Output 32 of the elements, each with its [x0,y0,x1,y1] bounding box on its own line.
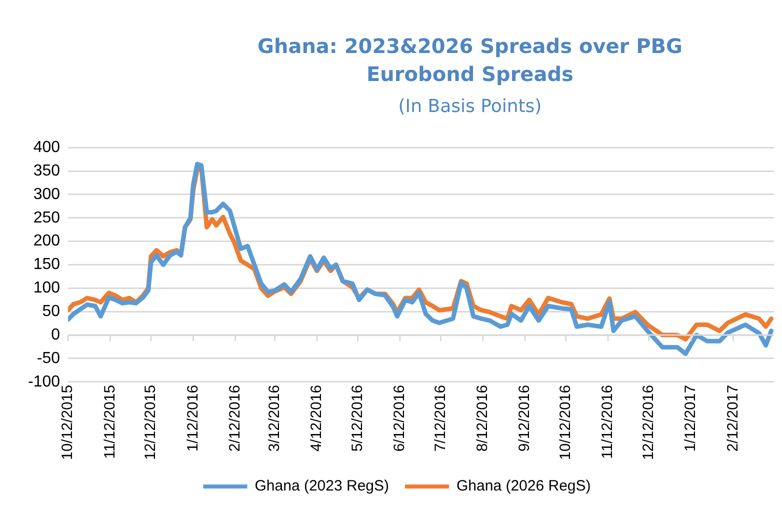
x-tick-label: 6/12/2016 [391,384,408,452]
x-tick-label: 12/12/2015 [142,384,160,460]
x-tick-label: 5/12/2016 [348,384,366,452]
y-tick-label: 0 [51,326,60,344]
y-tick-label: 200 [33,232,60,250]
y-tick-label: 350 [33,162,60,180]
y-tick-label: 100 [33,280,60,297]
x-tick-label: 9/12/2016 [516,384,534,452]
y-tick-label: -50 [36,350,60,367]
y-tick-label: 300 [33,186,60,203]
y-tick-label: 400 [33,139,60,156]
x-tick-label: 11/12/2015 [101,384,118,459]
y-tick-label: 150 [33,256,60,274]
x-tick-label: 11/12/2016 [599,384,616,459]
x-tick-label: 7/12/2016 [432,384,449,452]
y-tick-label: -100 [28,373,60,390]
x-tick-label: 12/12/2016 [640,384,657,460]
legend-label: Ghana (2026 RegS) [456,478,591,495]
x-tick-label: 10/12/2015 [59,384,76,460]
x-tick-label: 1/12/2017 [682,384,700,452]
x-tick-label: 2/12/2016 [226,384,244,452]
x-tick-label: 3/12/2016 [266,384,283,452]
x-tick-label: 8/12/2016 [474,384,492,452]
y-tick-label: 50 [42,303,60,320]
x-tick-label: 2/12/2017 [724,384,742,452]
chart-subtitle: (In Basis Points) [397,96,543,117]
x-tick-label: 10/12/2016 [557,384,574,460]
legend-label: Ghana (2023 RegS) [254,478,390,495]
chart-title: Ghana: 2023&2026 Spreads over PBG Eurobond Spreads [256,33,684,88]
x-tick-label: 1/12/2016 [184,384,202,452]
x-tick-label: 4/12/2016 [308,384,326,452]
y-tick-label: 250 [33,209,60,226]
